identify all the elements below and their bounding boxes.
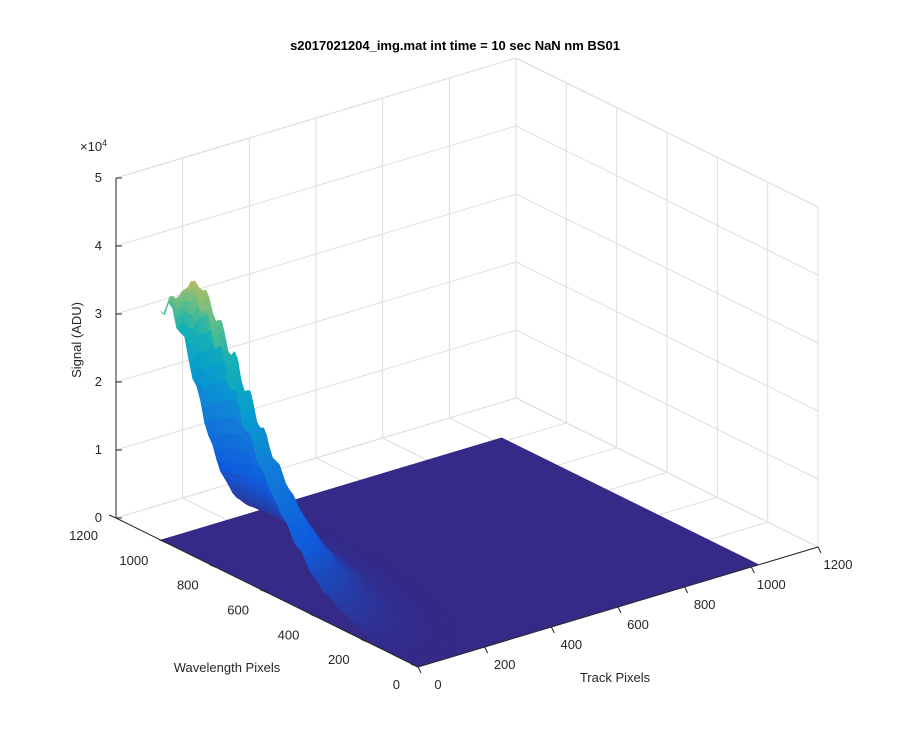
z-tick-label: 3 <box>95 306 102 321</box>
x-tick-mark <box>817 546 822 554</box>
tick-labels: 0 1 2 3 4 5 0 200 400 600 800 1000 1200 0 200 400 600 800… <box>69 170 852 692</box>
x-tick-mark <box>617 606 622 614</box>
wall-grid-line <box>515 261 819 412</box>
y-tick-mark <box>209 564 217 569</box>
surface-floor <box>160 437 760 667</box>
y-tick-label: 200 <box>328 652 350 667</box>
x-tick-label: 600 <box>627 617 649 632</box>
wall-grid-line <box>515 329 819 480</box>
axes-lines <box>108 177 822 674</box>
z-tick-label: 4 <box>95 238 102 253</box>
surface <box>160 280 760 667</box>
x-tick-mark <box>417 666 422 674</box>
x-tick-mark <box>684 586 689 594</box>
x-tick-label: 1200 <box>824 557 853 572</box>
y-tick-mark <box>159 539 167 544</box>
x-tick-label: 800 <box>694 597 716 612</box>
z-tick-label: 5 <box>95 170 102 185</box>
wall-grid-line <box>115 397 517 519</box>
y-tick-mark <box>259 589 268 593</box>
y-axis-label: Wavelength Pixels <box>174 660 281 675</box>
wall-grid-line <box>115 125 517 247</box>
y-tick-label: 1000 <box>119 553 148 568</box>
x-tick-mark <box>550 626 555 634</box>
x-tick-label: 200 <box>494 657 516 672</box>
wall-edge <box>115 57 517 179</box>
x-tick-mark <box>484 646 489 654</box>
y-tick-label: 1200 <box>69 528 98 543</box>
y-tick-label: 400 <box>278 627 300 642</box>
x-tick-mark <box>750 566 755 574</box>
z-tick-label: 2 <box>95 374 102 389</box>
x-tick-label: 0 <box>434 677 441 692</box>
z-exponent-label: ×104 <box>80 138 107 154</box>
wall-grid-line <box>515 125 819 276</box>
wall-grid-line <box>515 397 819 548</box>
z-tick-label: 1 <box>95 442 102 457</box>
z-tick-label: 0 <box>95 510 102 525</box>
wall-edge <box>515 57 819 208</box>
z-axis-label: Signal (ADU) <box>69 302 84 378</box>
x-tick-label: 400 <box>560 637 582 652</box>
chart-title: s2017021204_img.mat int time = 10 sec Na… <box>290 38 620 53</box>
surface-patch <box>410 661 420 665</box>
wall-grid-line <box>515 193 819 344</box>
y-tick-mark <box>310 613 318 618</box>
y-tick-mark <box>360 638 368 643</box>
x-axis-label: Track Pixels <box>580 670 651 685</box>
y-tick-mark <box>410 663 419 668</box>
x-tick-label: 1000 <box>757 577 786 592</box>
y-tick-label: 800 <box>177 578 199 593</box>
wall-grid-line <box>115 261 517 383</box>
y-tick-label: 600 <box>227 603 249 618</box>
y-tick-mark <box>108 514 117 519</box>
y-tick-label: 0 <box>393 677 400 692</box>
wall-grid-line <box>115 329 517 451</box>
